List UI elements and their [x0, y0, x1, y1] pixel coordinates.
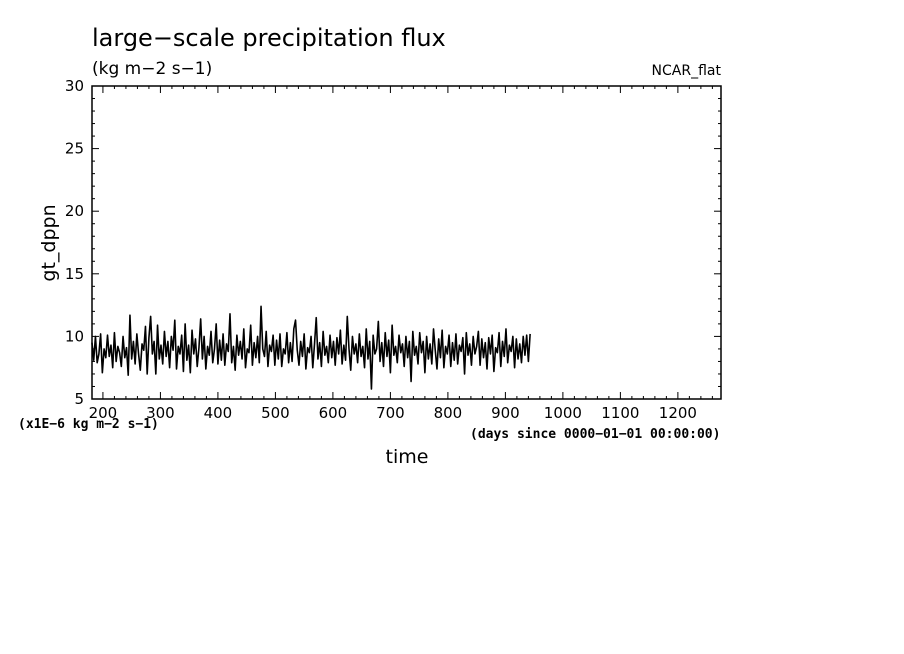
- x-tick-label-200: 200: [89, 404, 118, 422]
- x-axis-label: time: [386, 446, 429, 468]
- x-tick-label-500: 500: [261, 404, 290, 422]
- x-tick-label-900: 900: [491, 404, 520, 422]
- chart-units: (kg m−2 s−1): [92, 59, 212, 79]
- x-units-note: (days since 0000−01−01 00:00:00): [470, 427, 720, 442]
- x-tick-label-1000: 1000: [544, 404, 582, 422]
- y-tick-label-30: 30: [65, 77, 84, 95]
- y-tick-label-25: 25: [65, 140, 84, 158]
- x-tick-label-300: 300: [146, 404, 175, 422]
- chart-title: large−scale precipitation flux: [92, 24, 446, 52]
- x-tick-label-400: 400: [204, 404, 233, 422]
- series-line-gt-dppn: [91, 305, 531, 390]
- axis-tick-labels: 200 300 400 500 600 700 800 900 1000 1100 1200 5 10 1…: [65, 77, 697, 422]
- y-axis-label: gt_dppn: [38, 204, 60, 281]
- x-tick-label-600: 600: [319, 404, 348, 422]
- y-tick-label-10: 10: [65, 327, 84, 345]
- x-tick-label-1100: 1100: [601, 404, 639, 422]
- y-tick-label-5: 5: [74, 390, 84, 408]
- y-tick-label-20: 20: [65, 202, 84, 220]
- plot-frame: [91, 85, 722, 400]
- axis-ticks: [92, 85, 721, 400]
- x-tick-label-800: 800: [434, 404, 463, 422]
- y-tick-label-15: 15: [65, 265, 84, 283]
- dataset-tag: NCAR_flat: [652, 63, 722, 79]
- x-tick-label-1200: 1200: [659, 404, 697, 422]
- y-scale-note: (x1E−6 kg m−2 s−1): [18, 417, 159, 432]
- x-tick-label-700: 700: [376, 404, 405, 422]
